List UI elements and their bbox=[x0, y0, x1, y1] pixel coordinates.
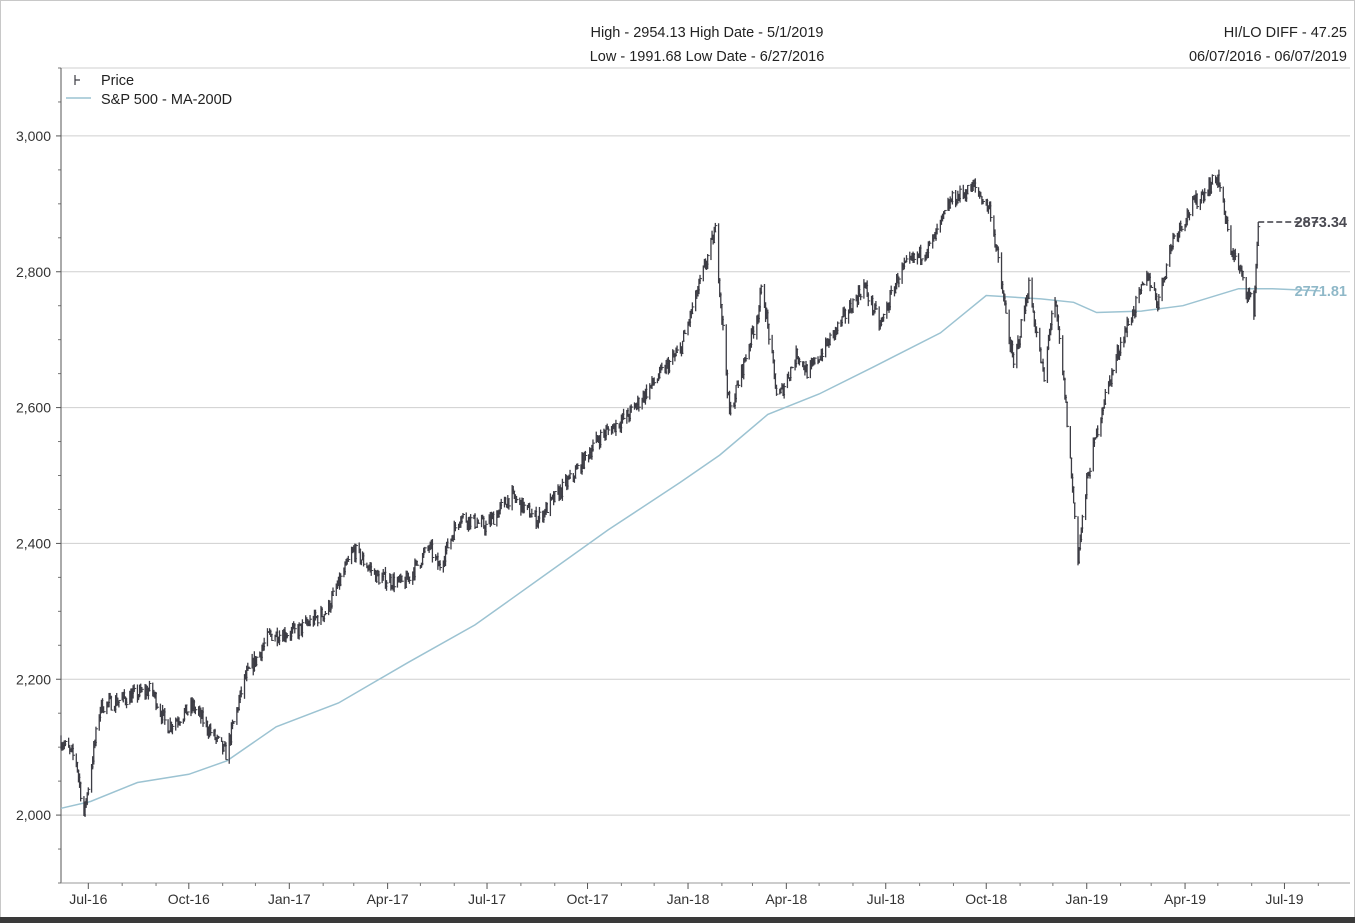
y-tick-label: 3,000 bbox=[16, 128, 51, 144]
axes: 2,000 2,200 2,400 2,600 2,800 3,000 Jul-16 Oct-… bbox=[16, 67, 1350, 907]
date-range: 06/07/2016 - 06/07/2019 bbox=[1189, 49, 1347, 65]
x-tick-label: Jul-17 bbox=[468, 891, 506, 907]
y-tick-label: 2,400 bbox=[16, 535, 51, 551]
x-tick-label: Oct-16 bbox=[168, 891, 210, 907]
legend: Price S&P 500 - MA-200D bbox=[66, 73, 232, 108]
hilo-diff: HI/LO DIFF - 47.25 bbox=[1224, 25, 1347, 41]
x-tick-label: Oct-18 bbox=[965, 891, 1007, 907]
x-tick-label: Apr-18 bbox=[765, 891, 807, 907]
last-value-labels: 2873.34 2771.81 bbox=[1295, 215, 1347, 300]
price-last-label: 2873.34 bbox=[1295, 215, 1347, 231]
y-tick-label: 2,600 bbox=[16, 400, 51, 416]
x-tick-label: Apr-17 bbox=[367, 891, 409, 907]
high-info: High - 2954.13 High Date - 5/1/2019 bbox=[591, 25, 824, 41]
x-tick-label: Oct-17 bbox=[567, 891, 609, 907]
x-tick-label: Jan-18 bbox=[667, 891, 710, 907]
y-tick-label: 2,000 bbox=[16, 807, 51, 823]
x-tick-label: Jul-18 bbox=[867, 891, 905, 907]
price-series bbox=[60, 169, 1321, 817]
x-tick-label: Apr-19 bbox=[1164, 891, 1206, 907]
y-tick-label: 2,800 bbox=[16, 264, 51, 280]
legend-price: Price bbox=[101, 73, 134, 89]
x-tick-label: Jan-19 bbox=[1065, 891, 1108, 907]
x-tick-label: Jan-17 bbox=[268, 891, 311, 907]
y-tick-label: 2,200 bbox=[16, 671, 51, 687]
legend-ma: S&P 500 - MA-200D bbox=[101, 92, 232, 108]
grid-lines bbox=[61, 135, 1350, 816]
price-legend-icon bbox=[74, 75, 80, 85]
x-tick-label: Jul-16 bbox=[69, 891, 107, 907]
x-tick-label: Jul-19 bbox=[1265, 891, 1303, 907]
ma-last-label: 2771.81 bbox=[1295, 284, 1347, 300]
ma-series bbox=[60, 287, 1321, 810]
low-info: Low - 1991.68 Low Date - 6/27/2016 bbox=[590, 49, 825, 65]
window-bottom-bar bbox=[0, 917, 1355, 923]
ma-line bbox=[60, 287, 1321, 810]
